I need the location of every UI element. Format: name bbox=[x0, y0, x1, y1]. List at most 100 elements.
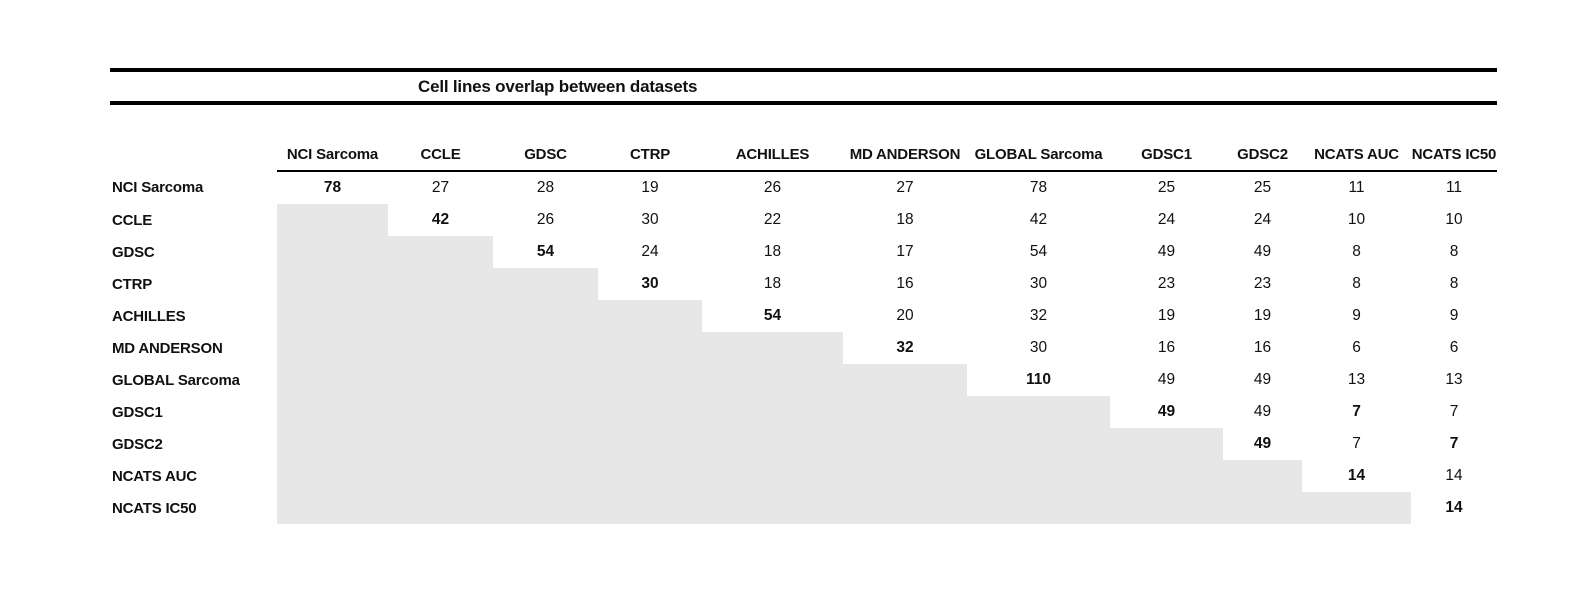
matrix-cell: 32 bbox=[1029, 307, 1048, 324]
matrix-cell: 24 bbox=[1253, 211, 1272, 228]
matrix-cell: 42 bbox=[431, 211, 450, 228]
matrix-cell: 8 bbox=[1352, 243, 1361, 260]
shaded-cell bbox=[388, 492, 493, 524]
top-rule bbox=[110, 68, 1497, 72]
matrix-cell: 28 bbox=[536, 179, 555, 196]
matrix-cell: 18 bbox=[763, 275, 782, 292]
matrix-cell: 11 bbox=[1445, 179, 1463, 196]
row-header: GDSC1 bbox=[112, 403, 163, 421]
title-bottom-rule bbox=[110, 101, 1497, 105]
matrix-cell: 8 bbox=[1449, 275, 1459, 292]
shaded-cell bbox=[277, 236, 388, 268]
shaded-cell bbox=[277, 300, 388, 332]
matrix-cell: 25 bbox=[1157, 179, 1176, 196]
matrix-cell: 14 bbox=[1445, 467, 1463, 484]
shaded-cell bbox=[1223, 460, 1302, 492]
table-row: NCATS AUC 14 14 bbox=[110, 460, 1497, 492]
row-header: NCATS AUC bbox=[112, 467, 197, 485]
shaded-cell bbox=[388, 460, 493, 492]
shaded-cell bbox=[388, 364, 493, 396]
matrix-cell: 7 bbox=[1449, 435, 1459, 452]
matrix-cell: 7 bbox=[1352, 435, 1361, 452]
column-header: GLOBAL Sarcoma bbox=[967, 138, 1110, 172]
shaded-cell bbox=[598, 332, 702, 364]
shaded-cell bbox=[598, 364, 702, 396]
matrix-cell: 19 bbox=[1157, 307, 1176, 324]
matrix-cell: 8 bbox=[1352, 275, 1361, 292]
matrix-cell: 14 bbox=[1347, 467, 1366, 484]
matrix-cell: 16 bbox=[1157, 339, 1176, 356]
row-header: ACHILLES bbox=[112, 307, 186, 325]
table-row: NCATS IC50 14 bbox=[110, 492, 1497, 524]
matrix-cell: 49 bbox=[1253, 243, 1272, 260]
matrix-cell: 27 bbox=[431, 179, 450, 196]
shaded-cell bbox=[843, 396, 967, 428]
table-row: MD ANDERSON 32 30 16 16 6 6 bbox=[110, 332, 1497, 364]
column-header: GDSC bbox=[493, 138, 598, 172]
table-row: GDSC1 49 49 7 7 bbox=[110, 396, 1497, 428]
shaded-cell bbox=[702, 396, 843, 428]
matrix-cell: 18 bbox=[896, 211, 914, 228]
column-header: ACHILLES bbox=[702, 138, 843, 172]
shaded-cell bbox=[493, 428, 598, 460]
table-title: Cell lines overlap between datasets bbox=[418, 77, 698, 96]
matrix-cell: 6 bbox=[1352, 339, 1361, 356]
column-header: MD ANDERSON bbox=[843, 138, 967, 172]
table-row: GLOBAL Sarcoma 110 49 49 13 13 bbox=[110, 364, 1497, 396]
shaded-cell bbox=[702, 332, 843, 364]
matrix-cell: 19 bbox=[641, 179, 659, 196]
overlap-matrix-table: NCI Sarcoma CCLE GDSC CTRP ACHILLES MD ANDERS… bbox=[110, 138, 1497, 524]
matrix-cell: 7 bbox=[1352, 403, 1361, 420]
shaded-cell bbox=[598, 396, 702, 428]
matrix-cell: 25 bbox=[1253, 179, 1272, 196]
matrix-cell: 6 bbox=[1449, 339, 1459, 356]
matrix-cell: 27 bbox=[896, 179, 914, 196]
shaded-cell bbox=[598, 428, 702, 460]
matrix-cell: 30 bbox=[641, 211, 659, 228]
shaded-cell bbox=[1302, 492, 1411, 524]
shaded-cell bbox=[843, 460, 967, 492]
shaded-cell bbox=[598, 460, 702, 492]
column-header: CTRP bbox=[598, 138, 702, 172]
shaded-cell bbox=[493, 300, 598, 332]
table-row: CCLE 42 26 30 22 18 42 24 24 10 10 bbox=[110, 204, 1497, 236]
shaded-cell bbox=[967, 492, 1110, 524]
table-row: GDSC2 49 7 7 bbox=[110, 428, 1497, 460]
column-header: CCLE bbox=[388, 138, 493, 172]
matrix-cell: 13 bbox=[1347, 371, 1366, 388]
column-header: GDSC2 bbox=[1223, 138, 1302, 172]
shaded-cell bbox=[277, 364, 388, 396]
shaded-cell bbox=[493, 268, 598, 300]
matrix-cell: 49 bbox=[1253, 435, 1272, 452]
row-header: CCLE bbox=[112, 211, 153, 229]
matrix-cell: 32 bbox=[896, 339, 914, 356]
matrix-cell: 24 bbox=[641, 243, 659, 260]
shaded-cell bbox=[388, 428, 493, 460]
shaded-cell bbox=[493, 364, 598, 396]
matrix-cell: 14 bbox=[1445, 499, 1463, 516]
shaded-cell bbox=[1223, 492, 1302, 524]
shaded-cell bbox=[388, 300, 493, 332]
matrix-cell: 16 bbox=[1253, 339, 1272, 356]
shaded-cell bbox=[277, 204, 388, 236]
shaded-cell bbox=[277, 396, 388, 428]
table-row: GDSC 54 24 18 17 54 49 49 8 8 bbox=[110, 236, 1497, 268]
shaded-cell bbox=[493, 332, 598, 364]
matrix-cell: 19 bbox=[1253, 307, 1272, 324]
shaded-cell bbox=[702, 492, 843, 524]
shaded-cell bbox=[967, 396, 1110, 428]
column-header: NCI Sarcoma bbox=[277, 138, 388, 172]
column-header: NCATS IC50 bbox=[1411, 138, 1497, 172]
shaded-cell bbox=[493, 396, 598, 428]
matrix-cell: 54 bbox=[536, 243, 555, 260]
row-header: NCI Sarcoma bbox=[112, 179, 204, 196]
matrix-cell: 49 bbox=[1253, 371, 1272, 388]
matrix-cell: 49 bbox=[1253, 403, 1272, 420]
matrix-cell: 78 bbox=[1029, 179, 1048, 196]
matrix-cell: 54 bbox=[763, 307, 782, 324]
table-header: NCI Sarcoma CCLE GDSC CTRP ACHILLES MD ANDERS… bbox=[110, 138, 1497, 172]
matrix-cell: 9 bbox=[1449, 307, 1459, 324]
matrix-cell: 30 bbox=[1029, 275, 1048, 292]
matrix-cell: 54 bbox=[1029, 243, 1048, 260]
table-row: ACHILLES 54 20 32 19 19 9 9 bbox=[110, 300, 1497, 332]
